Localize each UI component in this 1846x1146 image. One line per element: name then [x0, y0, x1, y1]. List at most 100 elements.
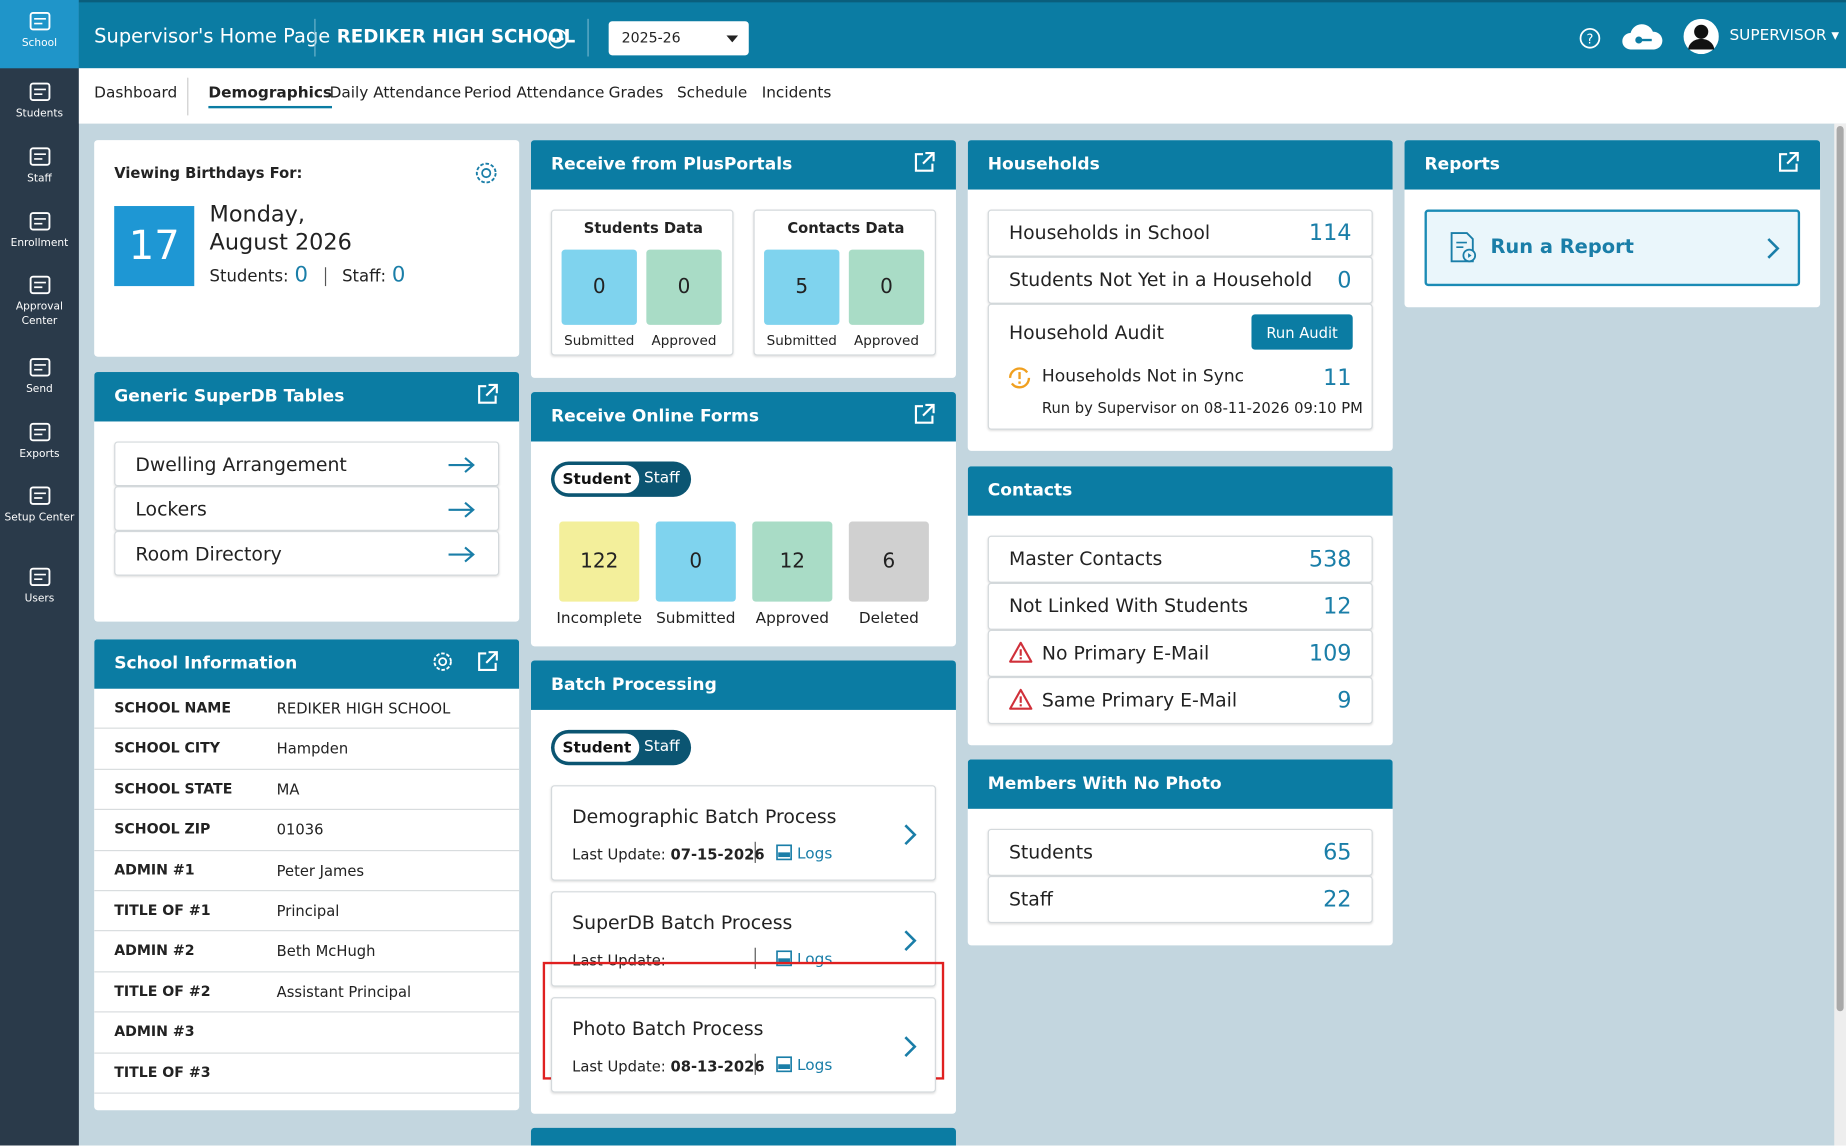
arrow-glyph [448, 457, 475, 473]
gear-glyph [433, 652, 452, 671]
open-icon[interactable] [476, 650, 500, 678]
scroll-thumb[interactable] [1836, 125, 1844, 1012]
open-icon[interactable] [1777, 151, 1801, 179]
count-row[interactable]: Same Primary E-Mail 9 [987, 676, 1373, 725]
table-name: Lockers [135, 497, 207, 521]
open-icon[interactable] [476, 383, 500, 411]
student-staff-toggle[interactable]: Student Staff [550, 729, 692, 766]
info-row: ADMIN #2 Beth McHugh [94, 932, 520, 973]
chevron [903, 823, 917, 851]
count-tile[interactable]: 5 [764, 249, 840, 325]
form-tile[interactable]: 122 [559, 521, 640, 602]
sidebar-item[interactable]: Setup Center [0, 484, 79, 525]
avatar[interactable] [1683, 18, 1719, 55]
count-row[interactable]: No Primary E-Mail 109 [987, 629, 1373, 677]
warning-icon [1009, 641, 1033, 663]
batch-name: Photo Batch Process [572, 1017, 764, 1040]
card-title: Generic SuperDB Tables [114, 387, 345, 407]
count-row[interactable]: Students Not Yet in a Household 0 [987, 256, 1373, 304]
table-link[interactable]: Dwelling Arrangement [114, 441, 500, 487]
help-icon[interactable]: ? [1579, 27, 1601, 49]
count-row[interactable]: Master Contacts 538 [987, 535, 1373, 583]
count-row[interactable]: Students 65 [987, 828, 1373, 876]
row-label: Students Not Yet in a Household [1008, 268, 1313, 291]
tab[interactable]: Daily Attendance [329, 84, 462, 103]
weekday: Monday, [209, 201, 305, 228]
sidebar-label: Students [15, 108, 64, 121]
warning-icon [1009, 688, 1033, 710]
sidebar-item[interactable]: Exports [0, 420, 79, 461]
tab[interactable]: Incidents [761, 84, 832, 103]
run-audit-button[interactable]: Run Audit [1251, 314, 1353, 350]
sidebar-icon [29, 82, 50, 102]
settings-icon[interactable] [431, 650, 455, 678]
table-link[interactable]: Room Directory [114, 530, 500, 576]
count-tile[interactable]: 0 [848, 249, 925, 325]
count-row[interactable]: Staff 22 [987, 875, 1373, 924]
tile-label: Submitted [766, 331, 837, 349]
form-tile[interactable]: 6 [848, 521, 929, 602]
card-header: Generic SuperDB Tables [94, 372, 520, 422]
card-title: Reports [1424, 155, 1500, 175]
logs-link[interactable]: Logs [776, 950, 832, 969]
calendar-tile: 17 [114, 206, 195, 287]
sidebar-item[interactable]: Staff [0, 145, 79, 186]
batch-item[interactable]: Demographic Batch Process Last Update: 07-… [550, 785, 936, 881]
card-title: Members With No Photo [987, 774, 1222, 794]
logs-link[interactable]: Logs [776, 844, 832, 863]
count-tile[interactable]: 0 [646, 249, 722, 325]
year-select[interactable]: 2025-26 [608, 21, 749, 56]
last-update-date: 07-15-2026 [670, 845, 765, 863]
form-tile[interactable]: 0 [655, 521, 736, 602]
row-label: Master Contacts [1008, 547, 1163, 570]
info-label: SCHOOL NAME [114, 699, 231, 716]
form-tile[interactable]: 12 [752, 521, 833, 602]
batch-item[interactable]: Photo Batch Process Last Update: 08-13-202… [550, 997, 936, 1093]
tab[interactable]: Schedule [676, 84, 748, 103]
student-staff-toggle[interactable]: Student Staff [550, 461, 692, 497]
svg-text:?: ? [1587, 33, 1594, 48]
students-label: Students: [209, 267, 289, 287]
no-photo-card: Members With No Photo Students 65 Staff 22 [967, 759, 1393, 946]
cloud-icon[interactable] [1621, 22, 1663, 53]
batch-item[interactable]: SuperDB Batch Process Last Update: Logs [550, 891, 936, 987]
sidebar-icon [29, 486, 50, 505]
tab[interactable]: Grades [608, 84, 664, 103]
user-menu[interactable]: SUPERVISOR ▾ [1729, 27, 1840, 45]
school-menu-icon[interactable] [547, 28, 568, 49]
logs-link[interactable]: Logs [776, 1056, 832, 1075]
arrow-icon [447, 456, 475, 478]
row-value: 9 [1337, 687, 1352, 714]
open-icon[interactable] [912, 151, 936, 179]
run-info: Run by Supervisor on 08-11-2026 09:10 PM [1042, 399, 1363, 417]
sidebar-item[interactable]: Enrollment [0, 210, 79, 251]
sidebar-icon [29, 275, 50, 295]
settings-icon[interactable] [473, 160, 499, 337]
tab[interactable]: Demographics [208, 85, 333, 109]
external-glyph [478, 383, 498, 404]
staff-label: Staff: [342, 267, 387, 287]
count-row[interactable]: Not Linked With Students 12 [987, 582, 1373, 630]
run-report-button[interactable]: Run a Report [1424, 209, 1801, 287]
students-count: 0 [294, 262, 308, 288]
toggle-option: Staff [643, 738, 680, 756]
divider [187, 77, 189, 116]
card-header: Members With No Photo [967, 759, 1393, 809]
batch-name: Demographic Batch Process [572, 805, 837, 828]
run-by: Run by Supervisor on [1041, 399, 1200, 417]
last-update-date: 08-13-2026 [670, 1057, 765, 1075]
open-icon[interactable] [912, 403, 936, 431]
count-tile[interactable]: 0 [561, 249, 637, 325]
sidebar-item[interactable]: Students [0, 80, 79, 121]
arrow-glyph [448, 546, 475, 563]
sidebar-item[interactable]: Approval Center [0, 273, 79, 328]
info-row: ADMIN #3 [94, 1013, 520, 1054]
tab[interactable]: Period Attendance [463, 84, 605, 103]
sidebar-item[interactable]: Send [0, 356, 79, 397]
contacts-card: Contacts Master Contacts 538 Not Linked Wit… [967, 466, 1393, 746]
sidebar-item[interactable]: School [0, 0, 79, 69]
tab[interactable]: Dashboard [94, 84, 178, 103]
sidebar-item[interactable]: Users [0, 565, 79, 606]
table-link[interactable]: Lockers [114, 486, 500, 531]
count-row[interactable]: Households in School 114 [987, 209, 1373, 257]
